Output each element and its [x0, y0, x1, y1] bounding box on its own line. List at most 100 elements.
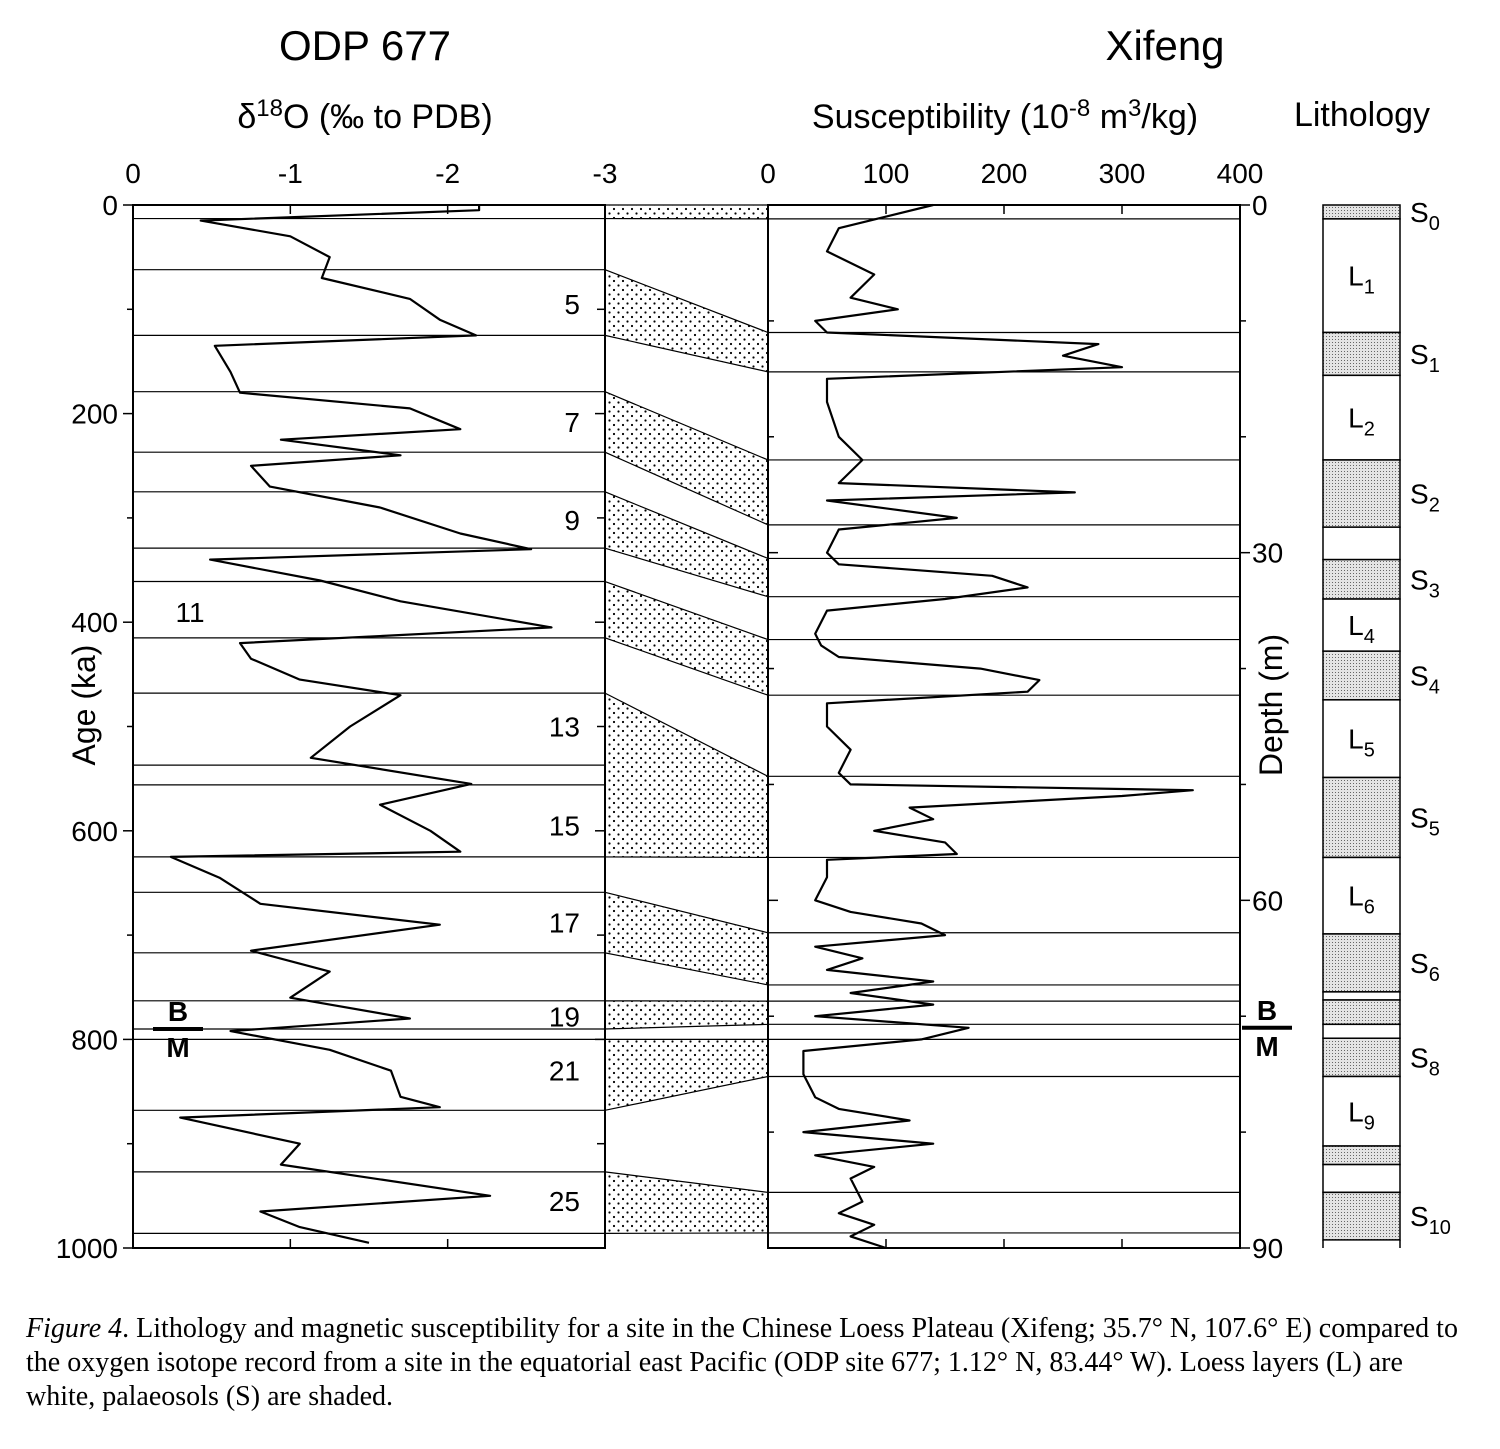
y-axis-label: Depth (m) — [1253, 634, 1289, 776]
palaeosol-layer — [1322, 1037, 1401, 1078]
figure: ODP 677 Xifeng Lithology δ18O (‰ to PDB)… — [56, 22, 1451, 1264]
layer-label: L6 — [1348, 881, 1375, 919]
layer-label-letter: S — [1410, 1201, 1429, 1232]
layer-label: L9 — [1348, 1096, 1375, 1134]
title-left: ODP 677 — [279, 22, 451, 69]
correlation-band — [604, 692, 769, 859]
layer-label: S10 — [1410, 1201, 1451, 1239]
plot-frame — [132, 204, 606, 1249]
layer-label-sub: 0 — [1429, 213, 1440, 235]
correlation-band — [604, 1000, 769, 1030]
stage-label: 17 — [549, 908, 580, 939]
x-axis-label-part: δ — [237, 98, 256, 136]
layer-label-sub: 6 — [1364, 897, 1375, 919]
boundary-label: B — [1257, 995, 1277, 1026]
layer-label: S8 — [1410, 1042, 1440, 1080]
layer-label: S2 — [1410, 479, 1440, 517]
palaeosol-layer — [1322, 331, 1401, 377]
loess-layer — [1322, 218, 1401, 334]
layer-label-sub: 4 — [1429, 677, 1440, 699]
y-tick-label: 0 — [102, 190, 118, 221]
layer-label-letter: S — [1410, 197, 1429, 228]
correlation-band — [604, 580, 769, 697]
stage-label: 15 — [549, 811, 580, 842]
boundary-label: M — [166, 1032, 189, 1063]
loess-layer — [1322, 856, 1401, 935]
lithology-title: Lithology — [1294, 96, 1430, 134]
x-tick-label: -3 — [593, 158, 618, 189]
palaeosol-layer — [1322, 776, 1401, 859]
layer-label: S6 — [1410, 948, 1440, 986]
x-tick-label: -1 — [278, 158, 303, 189]
x-axis-label-sup: 18 — [256, 95, 283, 122]
palaeosol-layer — [1322, 558, 1401, 600]
layer-label-letter: S — [1410, 564, 1429, 595]
layer-label: S4 — [1410, 661, 1440, 699]
stage-label: 5 — [564, 289, 580, 320]
palaeosol-layer — [1322, 999, 1401, 1026]
layer-label: L5 — [1348, 724, 1375, 762]
y-tick-label: 30 — [1252, 538, 1283, 569]
x-tick-label: 0 — [760, 158, 776, 189]
layer-label-letter: L — [1348, 610, 1364, 641]
layer-label-sub: 6 — [1429, 964, 1440, 986]
y-tick-label: 400 — [71, 607, 118, 638]
layer-label-sub: 4 — [1364, 626, 1375, 648]
y-tick-label: 200 — [71, 399, 118, 430]
layer-label-sub: 2 — [1364, 419, 1375, 441]
layer-label-letter: S — [1410, 948, 1429, 979]
layer-label-sub: 10 — [1429, 1217, 1451, 1239]
stage-label: 21 — [549, 1056, 580, 1087]
layer-label-sub: 8 — [1429, 1058, 1440, 1080]
x-tick-label: 300 — [1099, 158, 1146, 189]
y-axis-label: Age (ka) — [66, 645, 102, 766]
layer-label-letter: L — [1348, 881, 1364, 912]
correlation-band — [604, 891, 769, 986]
x-tick-label: 200 — [981, 158, 1028, 189]
y-tick-label: 600 — [71, 816, 118, 847]
layer-label-letter: L — [1348, 403, 1364, 434]
x-tick-label: 400 — [1217, 158, 1264, 189]
y-tick-label: 60 — [1252, 885, 1283, 916]
layer-label: L2 — [1348, 403, 1375, 441]
layer-label-sub: 1 — [1429, 355, 1440, 377]
palaeosol-layer — [1322, 650, 1401, 701]
correlation-band — [604, 268, 769, 373]
x-axis-label-part: O (‰ to PDB) — [283, 98, 493, 136]
x-axis-label-part: /kg) — [1141, 98, 1198, 136]
correlation-band — [604, 204, 769, 220]
stage-label: 25 — [549, 1186, 580, 1217]
loess-layer — [1322, 991, 1401, 1001]
loess-layer — [1322, 374, 1401, 461]
layer-label-sub: 5 — [1429, 818, 1440, 840]
layer-label-letter: L — [1348, 724, 1364, 755]
palaeosol-layer — [1322, 459, 1401, 528]
stage-label: 19 — [549, 1001, 580, 1032]
y-tick-label: 800 — [71, 1024, 118, 1055]
layer-label: S0 — [1410, 197, 1440, 235]
layer-label-letter: L — [1348, 1096, 1364, 1127]
layer-label-sub: 1 — [1364, 277, 1375, 299]
x-tick-label: 0 — [125, 158, 141, 189]
x-tick-label: 100 — [863, 158, 910, 189]
layer-label-sub: 2 — [1429, 495, 1440, 517]
y-tick-label: 90 — [1252, 1233, 1283, 1264]
loess-layer — [1322, 598, 1401, 652]
layer-label: L1 — [1348, 261, 1375, 299]
layer-label-letter: S — [1410, 339, 1429, 370]
boundary-label: B — [168, 996, 188, 1027]
layer-label-sub: 9 — [1364, 1112, 1375, 1134]
caption-text: . Lithology and magnetic susceptibility … — [26, 1313, 1458, 1412]
plot-frame — [767, 204, 1241, 1249]
boundary-label: M — [1255, 1031, 1278, 1062]
data-line — [169, 205, 553, 1244]
palaeosol-layer — [1322, 1145, 1401, 1166]
layer-label: S5 — [1410, 802, 1440, 840]
layer-label: L4 — [1348, 610, 1375, 648]
caption-label: Figure 4 — [26, 1313, 123, 1344]
loess-layer — [1322, 526, 1401, 561]
x-axis-label-sup: -8 — [1069, 95, 1090, 122]
data-line — [802, 203, 1194, 1250]
layer-label: S3 — [1410, 564, 1440, 602]
